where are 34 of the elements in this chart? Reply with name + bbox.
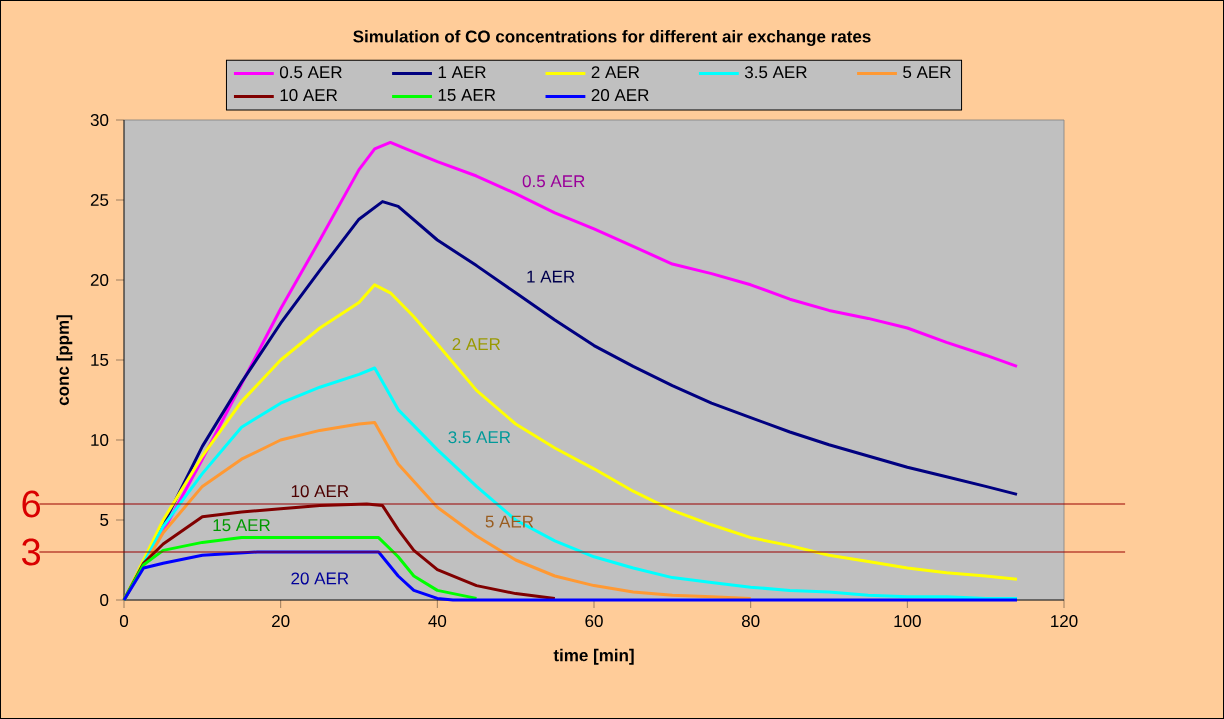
legend-label: 15 AER [438,89,496,101]
y-tick-label: 5 [100,514,109,526]
annotation: 2 AER [452,338,501,350]
x-tick-label: 80 [741,615,760,628]
legend-label: 10 AER [280,89,338,102]
annotation: 1 AER [527,270,575,283]
x-tick-label: 40 [428,615,447,628]
ref-line-label: 3 [22,538,41,566]
annotation: 20 AER [291,572,349,585]
legend-label: 1 AER [438,66,486,78]
x-tick-label: 100 [894,615,921,628]
annotation: 10 AER [291,485,349,498]
y-tick-label: 15 [91,354,109,366]
x-tick-label: 20 [272,615,290,628]
legend-label: 3.5 AER [744,66,807,79]
y-tick-label: 30 [90,114,109,127]
y-tick-label: 10 [91,434,109,447]
ref-line-label: 6 [22,490,41,518]
legend-label: 5 AER [903,66,951,79]
chart-title: Simulation of CO concentrations for different air exchange rates [353,30,871,46]
y-axis-title: conc [ppm] [56,315,73,406]
y-tick-label: 25 [90,194,109,207]
annotation: 0.5 AER [522,175,585,188]
legend-label: 20 AER [591,89,649,102]
x-axis-title: time [min] [553,648,634,665]
x-tick-label: 120 [1051,615,1078,628]
x-tick-label: 0 [119,615,129,628]
x-tick-label: 60 [585,615,603,628]
y-tick-label: 20 [90,274,109,287]
annotation: 3.5 AER [448,431,511,444]
legend-label: 2 AER [591,66,640,79]
annotation: 15 AER [213,519,270,532]
legend-label: 0.5 AER [279,66,342,79]
y-tick-label: 0 [100,594,109,607]
